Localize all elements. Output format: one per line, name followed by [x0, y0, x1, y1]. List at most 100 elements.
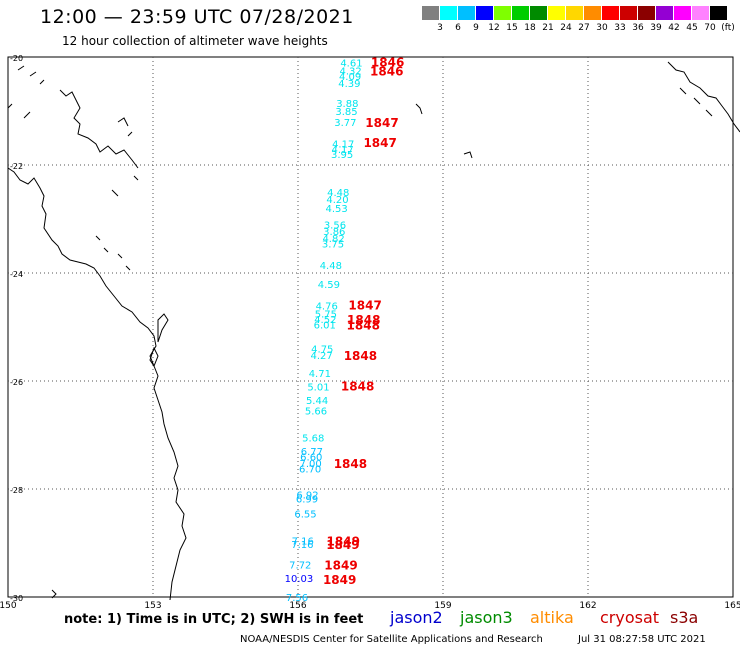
lat-label: -28 [10, 486, 23, 495]
wave-height-value: 4.52 [314, 315, 336, 326]
wave-height-value: 3.95 [331, 150, 353, 161]
legend-swatch [710, 6, 727, 20]
pass-time-label: 1848 [341, 379, 374, 393]
legend-swatch [512, 6, 529, 20]
generated-timestamp: Jul 31 08:27:58 UTC 2021 [578, 634, 706, 645]
wave-height-value: 6.77 [301, 447, 323, 458]
legend-label: 36 [632, 23, 644, 33]
wave-height-value: 4.76 [316, 301, 338, 312]
wave-height-value: 7.56 [286, 593, 308, 604]
pass-time-label: 1849 [323, 573, 356, 587]
legend-label: 27 [578, 23, 590, 33]
sat-jason2: jason2 [390, 608, 443, 627]
legend-swatch [440, 6, 457, 20]
lat-label: -22 [10, 162, 23, 171]
wave-height-value: 5.44 [306, 396, 328, 407]
legend-label: 3 [437, 23, 443, 33]
wave-height-value: 4.71 [309, 369, 331, 380]
legend-label: (ft) [721, 23, 735, 33]
map-frame [7, 56, 734, 598]
pass-time-label: 1846 [371, 55, 404, 69]
wave-height-value: 3.85 [335, 107, 357, 118]
legend-swatch [620, 6, 637, 20]
legend-label: 21 [542, 23, 554, 33]
wave-height-value: 3.86 [323, 227, 345, 238]
wave-height-value: 4.32 [339, 67, 361, 78]
legend-label: 70 [704, 23, 716, 33]
wave-height-value: 5.68 [302, 434, 324, 445]
wave-height-value: 3.56 [324, 220, 346, 231]
wave-height-value: 4.39 [338, 79, 360, 90]
lon-label: 162 [579, 601, 596, 611]
pass-time-label: 1848 [347, 318, 380, 332]
legend-swatch [674, 6, 691, 20]
wave-height-value: 6.70 [299, 464, 321, 475]
lat-label: -30 [10, 594, 23, 603]
legend-label: 39 [650, 23, 662, 33]
legend-swatch [530, 6, 547, 20]
wave-height-labels: 4.614.324.094.39 3.883.853.77 4.174.173.95… [285, 55, 405, 604]
legend-swatch [638, 6, 655, 20]
wave-height-value: 6.92 [296, 490, 318, 501]
legend-swatch [494, 6, 511, 20]
legend-swatch [566, 6, 583, 20]
wave-height-value: 4.17 [332, 145, 354, 156]
legend-label: 6 [455, 23, 461, 33]
pass-time-label: 1849 [326, 538, 359, 552]
legend-label: 12 [488, 23, 500, 33]
pass-time-label: 1846 [370, 65, 403, 79]
wave-height-value: 6.55 [294, 509, 316, 520]
map-title: 12:00 — 23:59 UTC 07/28/2021 [40, 6, 354, 28]
legend-swatch [692, 6, 709, 20]
wave-height-value: 4.20 [326, 195, 348, 206]
wave-height-value: 3.88 [336, 99, 358, 110]
wave-height-value: 7.16 [291, 540, 313, 551]
wave-height-value: 7.16 [292, 536, 314, 547]
wave-height-value: 3.77 [334, 118, 356, 129]
pass-time-label: 1847 [365, 116, 398, 130]
wave-height-value: 4.59 [318, 280, 340, 291]
lon-label: 156 [289, 601, 306, 611]
lon-label: 153 [144, 601, 161, 611]
lat-label: -20 [10, 54, 23, 63]
credit-line: NOAA/NESDIS Center for Satellite Applica… [240, 634, 543, 645]
coastline [7, 61, 740, 601]
wave-height-value: 4.27 [311, 351, 333, 362]
legend-label: 15 [506, 23, 518, 33]
wave-height-value: 4.53 [325, 204, 347, 215]
wave-height-value: 10.03 [285, 574, 314, 585]
wave-height-value: 6.01 [314, 320, 336, 331]
wave-height-value: 6.60 [300, 453, 322, 464]
legend-label: 18 [524, 23, 536, 33]
pass-time-label: 1849 [327, 534, 360, 548]
sat-s3a: s3a [670, 608, 699, 627]
wave-height-value: 4.61 [340, 58, 362, 69]
legend-label: 33 [614, 23, 626, 33]
wave-height-value: 7.72 [289, 561, 311, 572]
legend-swatch [548, 6, 565, 20]
lon-label: 165 [724, 601, 740, 611]
wave-height-value: 5.01 [307, 382, 329, 393]
lon-label: 159 [434, 601, 451, 611]
wave-height-value: 4.82 [322, 234, 344, 245]
sat-jason3: jason3 [460, 608, 513, 627]
wave-height-value: 5.66 [305, 407, 327, 418]
footnote: note: 1) Time is in UTC; 2) SWH is in fe… [64, 612, 364, 627]
legend-label: 9 [473, 23, 479, 33]
pass-time-label: 1848 [344, 349, 377, 363]
wave-height-value: 4.17 [332, 139, 354, 150]
legend-swatch [458, 6, 475, 20]
wave-height-value: 4.09 [339, 72, 361, 83]
pass-time-label: 1847 [363, 136, 396, 150]
legend-swatch [422, 6, 439, 20]
sat-altika: altika [530, 608, 574, 627]
legend-swatch [476, 6, 493, 20]
lat-label: -26 [10, 378, 23, 387]
wave-height-value: 5.75 [315, 310, 337, 321]
wave-height-value: 4.75 [311, 345, 333, 356]
sat-cryosat: cryosat [600, 608, 660, 627]
legend-label: 24 [560, 23, 572, 33]
legend-swatch [584, 6, 601, 20]
